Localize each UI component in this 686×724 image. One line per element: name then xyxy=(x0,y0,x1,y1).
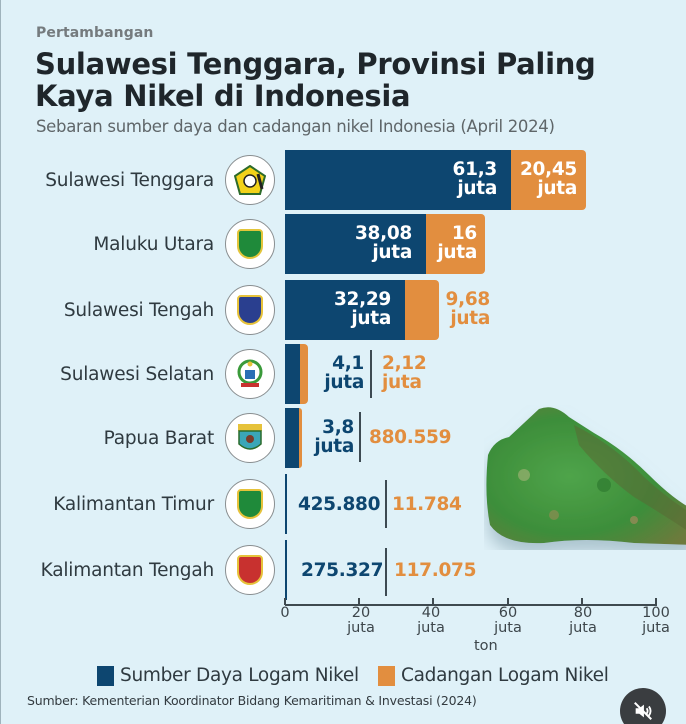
province-label: Papua Barat xyxy=(103,427,215,449)
x-tick-label: 60 juta xyxy=(494,605,522,636)
chart-row: Kalimantan Tengah 275.327 117.075 xyxy=(0,540,686,600)
nickel-ore-image xyxy=(486,407,686,545)
value-separator xyxy=(359,412,361,462)
value-cadangan: 117.075 xyxy=(394,560,477,581)
legend-item-sumber-daya: Sumber Daya Logam Nikel xyxy=(97,665,359,686)
x-tick-label: 100 juta xyxy=(642,605,670,636)
value-sumber-daya: 38,08 juta xyxy=(354,223,412,263)
chart-title: Sulawesi Tenggara, Provinsi Paling Kaya … xyxy=(35,48,596,112)
value-cadangan: 2,12 juta xyxy=(382,353,427,393)
province-emblem-icon xyxy=(225,413,275,463)
value-sumber-daya: 275.327 xyxy=(301,560,384,581)
province-emblem-icon xyxy=(225,479,275,529)
category-kicker: Pertambangan xyxy=(36,25,154,41)
title-line-1: Sulawesi Tenggara, Provinsi Paling xyxy=(35,47,596,81)
bar-sumber-daya xyxy=(285,474,287,534)
x-tick-label: 80 juta xyxy=(569,605,597,636)
x-tick xyxy=(581,598,583,605)
value-cadangan: 11.784 xyxy=(392,494,462,515)
legend-swatch xyxy=(378,665,395,686)
legend-label: Cadangan Logam Nikel xyxy=(401,665,609,686)
chart-row: Maluku Utara 38,08 juta 16 juta xyxy=(0,214,686,274)
bar-cadangan xyxy=(299,408,302,468)
value-sumber-daya: 3,8 juta xyxy=(314,417,354,457)
value-separator xyxy=(370,350,372,398)
x-tick xyxy=(358,598,360,605)
value-separator xyxy=(385,480,387,528)
chart-row: Sulawesi Selatan 4,1 juta 2,12 juta xyxy=(0,344,686,404)
bar-sumber-daya xyxy=(285,344,300,404)
value-sumber-daya: 32,29 juta xyxy=(333,289,391,329)
province-emblem-icon xyxy=(225,219,275,269)
x-tick xyxy=(284,598,286,605)
value-cadangan: 880.559 xyxy=(369,427,452,448)
value-cadangan: 16 juta xyxy=(437,223,477,263)
province-label: Kalimantan Timur xyxy=(53,493,214,515)
bar-sumber-daya xyxy=(285,408,299,468)
value-sumber-daya: 4,1 juta xyxy=(324,353,364,393)
chart-row: Papua Barat 3,8 juta 880.559 xyxy=(0,408,686,468)
x-tick xyxy=(507,598,509,605)
province-emblem-icon xyxy=(225,155,275,205)
bar-cadangan xyxy=(511,150,586,210)
legend-swatch xyxy=(97,665,114,686)
title-line-2: Kaya Nikel di Indonesia xyxy=(35,79,411,113)
x-axis-line xyxy=(285,604,657,606)
value-sumber-daya: 61,3 juta xyxy=(452,159,498,199)
x-tick-label: 0 xyxy=(280,605,290,621)
bar-cadangan xyxy=(300,344,308,404)
chart-subtitle: Sebaran sumber daya dan cadangan nikel I… xyxy=(36,117,555,136)
x-axis-title: ton xyxy=(474,638,498,654)
chart-row: Kalimantan Timur 425.880 11.784 xyxy=(0,474,686,534)
province-emblem-icon xyxy=(225,545,275,595)
province-label: Maluku Utara xyxy=(93,233,214,255)
bar-cadangan xyxy=(426,214,485,274)
province-label: Sulawesi Tenggara xyxy=(45,169,214,191)
value-separator xyxy=(385,548,387,596)
bar-sumber-daya xyxy=(285,150,511,210)
source-note: Sumber: Kementerian Koordinator Bidang K… xyxy=(27,693,477,708)
bar-sumber-daya xyxy=(285,280,405,340)
province-emblem-icon xyxy=(225,349,275,399)
value-cadangan: 9,68 juta xyxy=(445,289,491,329)
legend-label: Sumber Daya Logam Nikel xyxy=(120,665,359,686)
chart-row: Sulawesi Tengah 32,29 juta 9,68 juta xyxy=(0,280,686,340)
value-sumber-daya: 425.880 xyxy=(298,494,381,515)
province-label: Sulawesi Tengah xyxy=(63,299,214,321)
value-cadangan: 20,45 juta xyxy=(519,159,577,199)
province-emblem-icon xyxy=(225,285,275,335)
x-tick xyxy=(432,598,434,605)
x-tick-label: 20 juta xyxy=(347,605,375,636)
x-tick-label: 40 juta xyxy=(417,605,445,636)
legend-item-cadangan: Cadangan Logam Nikel xyxy=(378,665,609,686)
speaker-muted-icon xyxy=(634,702,652,720)
mute-button[interactable] xyxy=(620,688,666,724)
chart-row: Sulawesi Tenggara 61,3 juta 20,45 juta xyxy=(0,150,686,210)
province-label: Sulawesi Selatan xyxy=(60,363,214,385)
bar-sumber-daya xyxy=(285,214,426,274)
bar-sumber-daya xyxy=(285,540,287,600)
bar-cadangan xyxy=(405,280,439,340)
province-label: Kalimantan Tengah xyxy=(40,559,215,581)
x-tick xyxy=(655,598,657,605)
